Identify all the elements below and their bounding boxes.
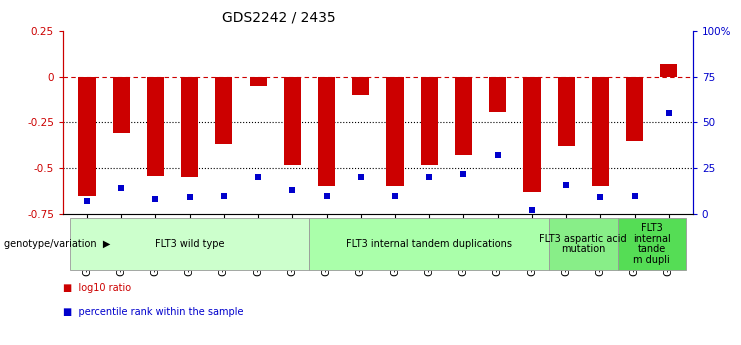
Bar (250, 77, 267, 86)
Bar (592, 77, 609, 187)
FancyBboxPatch shape (617, 218, 686, 270)
Bar (318, 77, 335, 187)
Bar (284, 77, 301, 165)
Text: genotype/variation  ▶: genotype/variation ▶ (4, 239, 110, 249)
Text: ■  log10 ratio: ■ log10 ratio (63, 283, 131, 293)
Bar (455, 77, 472, 155)
Text: FLT3 aspartic acid
mutation: FLT3 aspartic acid mutation (539, 234, 627, 255)
Bar (626, 77, 643, 141)
Text: ■  percentile rank within the sample: ■ percentile rank within the sample (63, 307, 244, 317)
Bar (489, 77, 506, 111)
Text: FLT3
internal
tande
m dupli: FLT3 internal tande m dupli (633, 223, 671, 265)
FancyBboxPatch shape (310, 218, 549, 270)
Bar (181, 77, 198, 177)
Bar (352, 77, 369, 95)
Bar (523, 77, 540, 192)
Bar (216, 77, 233, 145)
Bar (660, 64, 677, 77)
Bar (558, 77, 575, 146)
Text: FLT3 wild type: FLT3 wild type (155, 239, 225, 249)
Text: GDS2242 / 2435: GDS2242 / 2435 (222, 10, 336, 24)
FancyBboxPatch shape (549, 218, 617, 270)
Bar (113, 77, 130, 134)
Bar (421, 77, 438, 165)
Bar (79, 77, 96, 196)
FancyBboxPatch shape (70, 218, 310, 270)
Bar (387, 77, 404, 187)
Text: FLT3 internal tandem duplications: FLT3 internal tandem duplications (346, 239, 512, 249)
Bar (147, 77, 164, 176)
